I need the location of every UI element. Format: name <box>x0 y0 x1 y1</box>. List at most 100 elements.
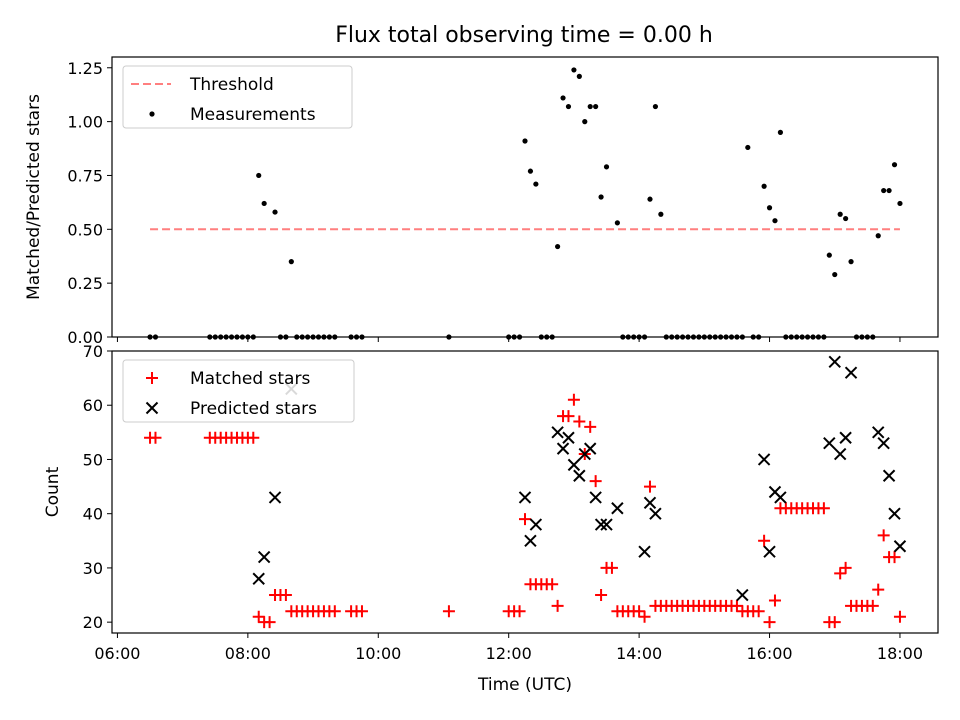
matched-stars-point <box>888 551 901 564</box>
legend-box <box>122 359 355 423</box>
measurement-point <box>603 164 610 170</box>
predicted-stars-point <box>844 366 858 379</box>
predicted-stars-point <box>524 534 537 548</box>
measurement-point <box>761 183 767 189</box>
x-axis-label: Time (UTC) <box>477 675 572 695</box>
measurement-point <box>555 243 561 250</box>
predicted-stars-point <box>839 431 852 444</box>
matched-stars-point <box>513 605 526 618</box>
predicted-stars-point <box>573 469 586 482</box>
predicted-stars-point <box>257 550 271 564</box>
x-tick-label: 06:00 <box>94 644 140 663</box>
axes-frame <box>111 56 939 338</box>
measurement-point <box>527 168 534 174</box>
measurement-point <box>593 103 599 110</box>
x-tick-label: 16:00 <box>746 644 792 663</box>
measurement-point <box>891 162 898 168</box>
predicted-stars-point <box>562 431 575 444</box>
measurement-point <box>560 95 566 101</box>
measurement-point <box>658 211 664 217</box>
matched-stars-point <box>279 589 292 602</box>
predicted-stars-point <box>643 496 657 510</box>
predicted-stars-point <box>774 491 787 504</box>
predicted-stars-point <box>600 518 613 531</box>
predicted-stars-point <box>611 502 624 515</box>
measurement-point <box>772 218 778 224</box>
predicted-stars-point <box>589 491 602 504</box>
measurement-point <box>652 103 659 110</box>
count-panel: 20 30 40 50 60 70 06:00 08:00 10:00 12:00 14:00 16:… <box>43 342 939 695</box>
predicted-stars-point <box>584 442 597 455</box>
predicted-stars-point <box>638 545 651 558</box>
y-axis-label: Matched/Predicted stars <box>24 94 44 300</box>
matched-stars-point <box>247 431 260 444</box>
matched-stars-point <box>567 393 580 406</box>
legend: Threshold Measurements <box>122 65 353 129</box>
matched-stars-point <box>584 420 597 433</box>
matched-stars-point <box>573 415 586 428</box>
matched-stars-point <box>633 605 646 618</box>
measurement-point <box>582 119 588 125</box>
predicted-stars-point <box>252 572 265 585</box>
measurement-point <box>565 103 572 110</box>
matched-stars-point <box>758 534 771 547</box>
matched-stars-point <box>893 610 906 623</box>
y-tick-label: 20 <box>83 613 103 632</box>
measurement-point <box>576 73 582 79</box>
matched-stars-point <box>595 589 608 602</box>
matched-stars-point <box>828 616 841 629</box>
matched-stars-point <box>834 567 847 580</box>
y-tick-label: 60 <box>83 396 103 415</box>
matched-stars-point <box>328 605 341 618</box>
predicted-stars-point <box>736 588 749 602</box>
matched-stars-point <box>768 594 781 607</box>
predicted-stars-point <box>649 507 662 520</box>
matched-stars-point <box>872 583 885 596</box>
x-tick-label: 10:00 <box>355 644 401 663</box>
measurement-point <box>886 187 892 194</box>
matched-stars-point <box>546 578 559 591</box>
measurement-point <box>587 103 593 110</box>
predicted-stars-point <box>877 436 890 450</box>
legend-label: Predicted stars <box>190 399 317 419</box>
predicted-stars-point <box>551 426 564 439</box>
measurement-point <box>272 209 278 215</box>
measurement-point <box>875 233 881 239</box>
measurement-point <box>288 259 294 265</box>
measurement-point <box>826 252 832 258</box>
measurement-point <box>614 220 620 226</box>
measurement-point <box>647 196 653 202</box>
matched-stars-point <box>763 616 776 629</box>
y-tick-label: 50 <box>83 450 103 469</box>
matched-stars-point <box>605 561 618 574</box>
predicted-stars-point <box>833 447 847 461</box>
matched-stars-point <box>817 502 830 515</box>
predicted-stars-point <box>893 540 907 553</box>
legend-box <box>122 65 353 129</box>
matched-stars-point <box>638 610 651 623</box>
measurement-point <box>261 200 267 207</box>
matched-stars-point <box>355 605 368 618</box>
x-tick-label: 14:00 <box>616 644 662 663</box>
predicted-stars-point <box>872 426 885 439</box>
y-tick-label: 40 <box>83 505 103 524</box>
y-tick-label: 0.50 <box>67 220 103 239</box>
matched-stars-point <box>752 605 765 618</box>
y-tick-label: 30 <box>83 559 103 578</box>
y-tick-label: 0.75 <box>67 166 103 185</box>
measurement-point <box>837 211 843 217</box>
measurement-point <box>881 187 887 194</box>
matched-stars-point <box>149 431 162 444</box>
matched-stars-point <box>551 599 564 612</box>
matched-stars-point <box>866 599 879 612</box>
predicted-stars-point <box>888 507 901 520</box>
matched-stars-point <box>589 475 602 488</box>
y-tick-label: 0.25 <box>67 274 103 293</box>
matched-stars-point <box>730 599 743 612</box>
predicted-stars-point <box>823 436 836 450</box>
measurement-point <box>832 271 838 278</box>
measurement-point <box>777 129 784 135</box>
predicted-stars-point <box>763 545 776 558</box>
matched-stars-point <box>877 529 890 542</box>
predicted-stars-point <box>518 491 532 504</box>
